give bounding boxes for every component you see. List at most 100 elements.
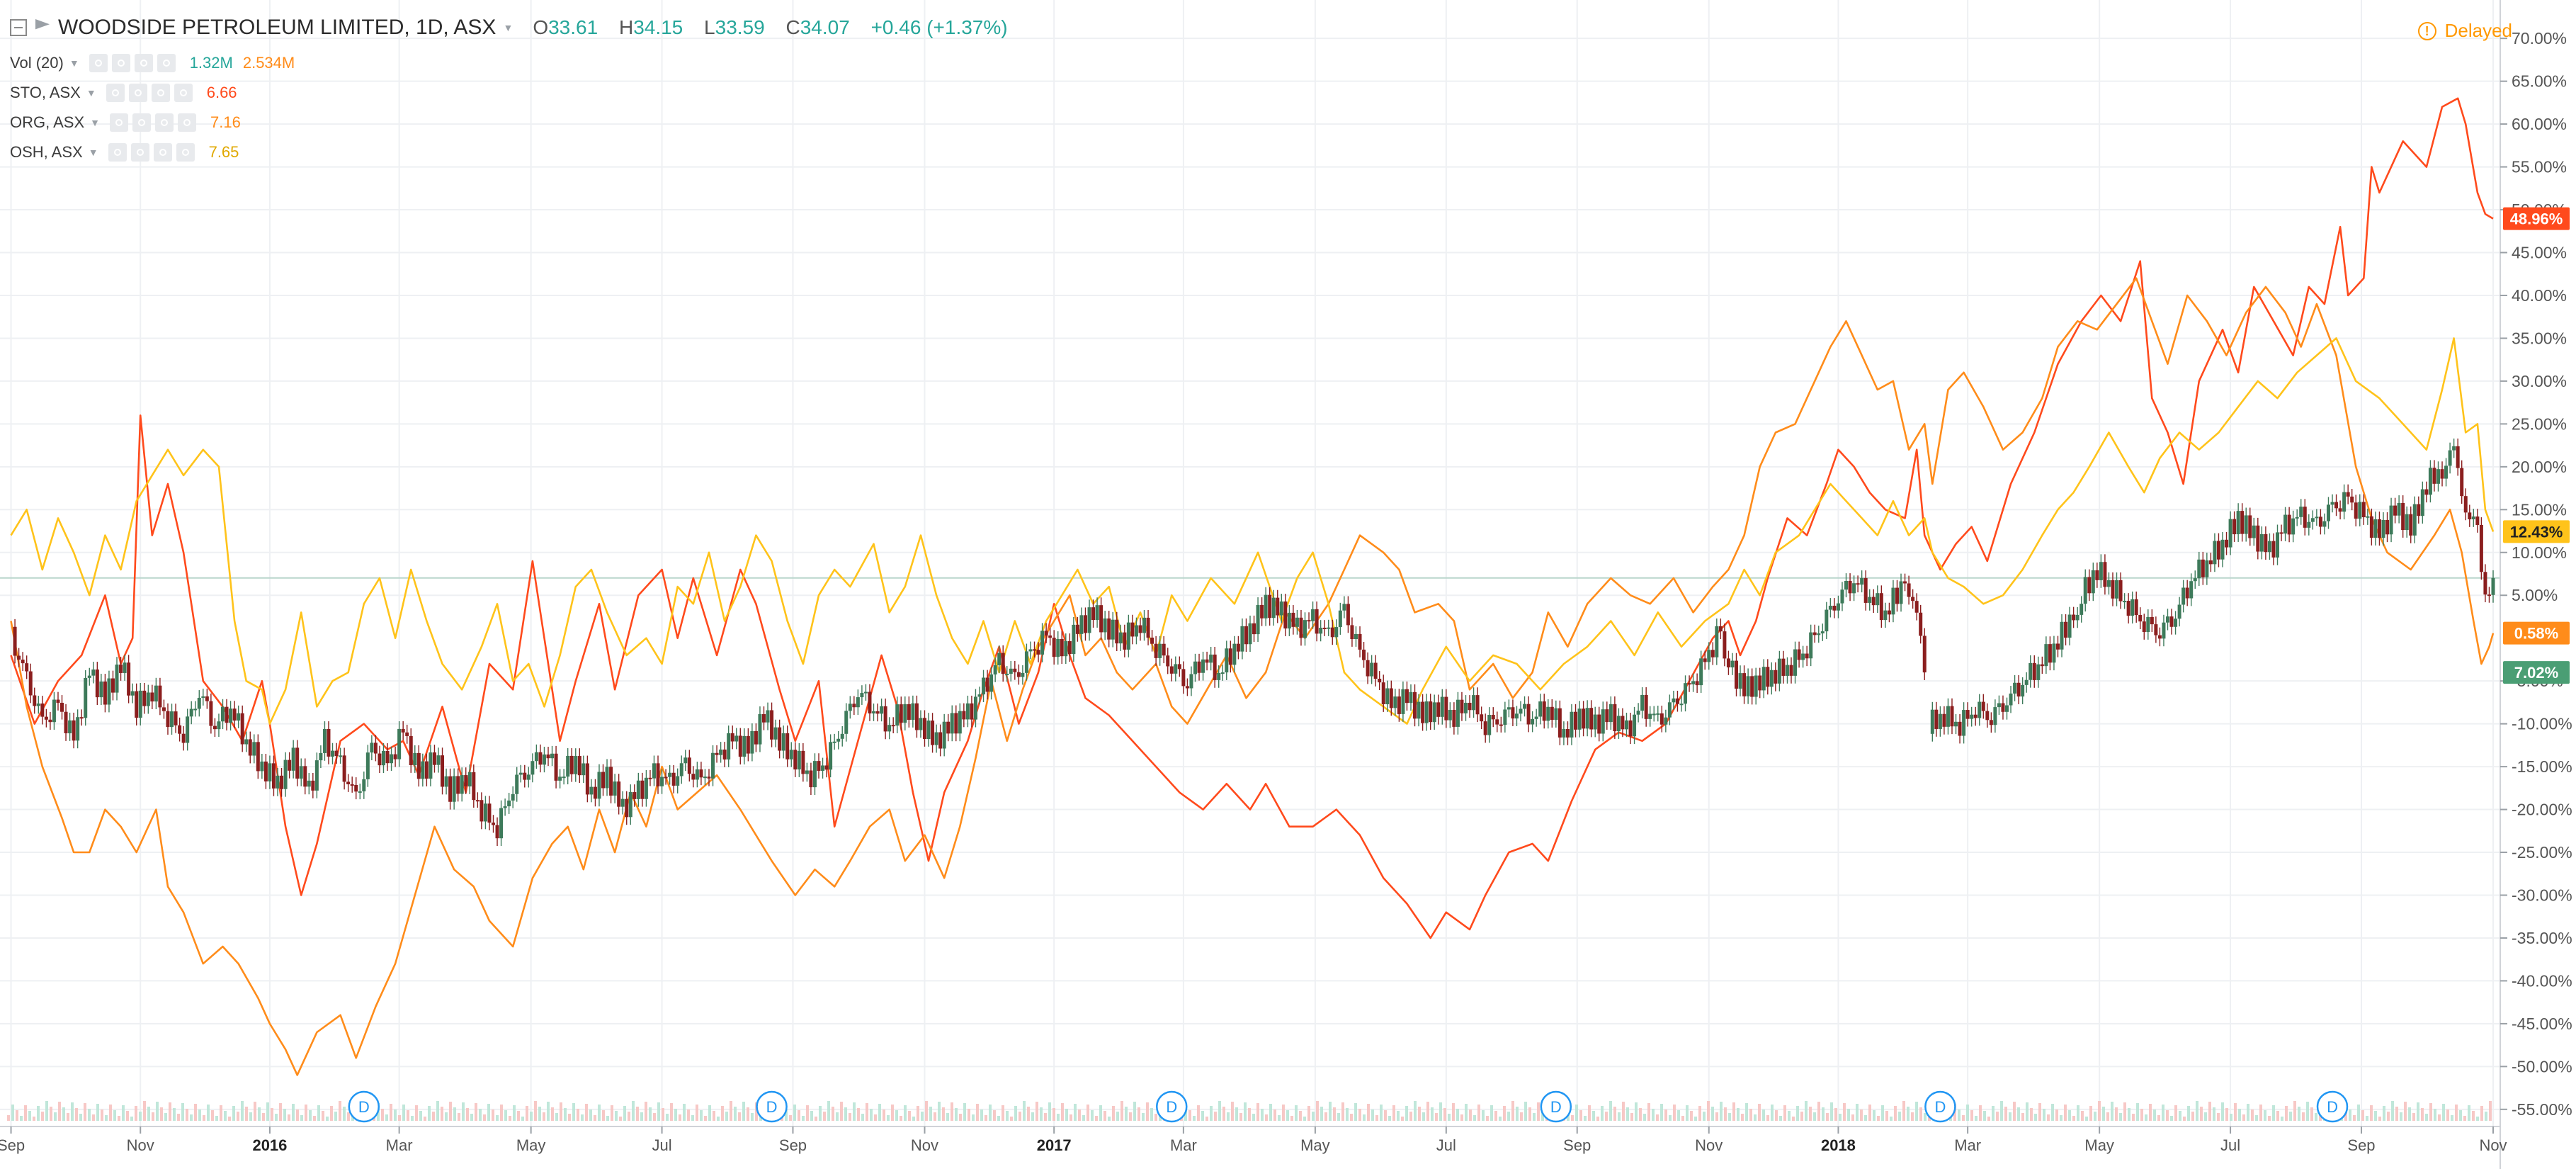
more-icon[interactable] — [134, 54, 153, 72]
candle-body — [989, 674, 994, 692]
candle-body — [880, 706, 884, 714]
remove-icon[interactable] — [174, 84, 193, 102]
compare-name[interactable]: OSH, ASX — [10, 143, 83, 161]
volume-bar — [2306, 1102, 2309, 1121]
x-tick-label: Nov — [2479, 1136, 2507, 1154]
volume-bar — [1222, 1107, 1225, 1121]
settings-icon[interactable] — [132, 113, 152, 132]
candle-body — [1413, 691, 1417, 719]
flag-icon[interactable] — [35, 19, 50, 30]
volume-bar — [938, 1102, 941, 1121]
visibility-icon[interactable] — [110, 113, 129, 132]
volume-bar — [1711, 1107, 1714, 1121]
volume-bar — [819, 1106, 822, 1121]
volume-bar — [2187, 1106, 2190, 1121]
volume-bar — [798, 1110, 800, 1121]
volume-name[interactable]: Vol (20) — [10, 54, 64, 72]
volume-bar — [1809, 1107, 1812, 1121]
visibility-icon[interactable] — [106, 84, 125, 102]
x-tick-label: 2016 — [252, 1136, 287, 1154]
y-tick-label: 10.00% — [2512, 543, 2567, 562]
remove-icon[interactable] — [157, 54, 176, 72]
volume-bar — [1592, 1111, 1595, 1121]
volume-bar — [2081, 1111, 2084, 1121]
volume-bar — [407, 1110, 409, 1121]
volume-bar — [2102, 1107, 2105, 1121]
volume-bar — [432, 1112, 435, 1121]
more-icon[interactable] — [155, 113, 174, 132]
symbol-title[interactable]: WOODSIDE PETROLEUM LIMITED, 1D, ASX — [58, 16, 497, 39]
candle-body — [2150, 616, 2154, 625]
chevron-down-icon[interactable]: ▼ — [90, 117, 101, 128]
volume-bar — [475, 1103, 477, 1121]
candle-body — [87, 675, 91, 678]
candle-body — [1597, 714, 1601, 734]
candle-body — [738, 735, 742, 757]
candle-body — [2259, 533, 2264, 552]
candle-body — [2216, 541, 2220, 560]
candle-body — [1562, 729, 1566, 738]
y-tick-label: -50.00% — [2512, 1057, 2572, 1075]
volume-bar — [1057, 1114, 1060, 1121]
volume-bar — [398, 1115, 401, 1121]
candle-body — [441, 755, 445, 787]
delayed-badge[interactable]: ! Delayed — [2417, 20, 2512, 42]
candle-body — [703, 776, 707, 779]
candle-body — [2174, 619, 2178, 627]
volume-bar — [2174, 1105, 2177, 1121]
settings-icon[interactable] — [111, 54, 130, 72]
price-scale[interactable]: 70.00%65.00%60.00%55.00%50.00%45.00%40.0… — [2500, 0, 2572, 1169]
volume-bar — [1129, 1112, 1132, 1121]
more-icon[interactable] — [153, 143, 172, 162]
chevron-down-icon[interactable]: ▼ — [503, 22, 514, 33]
candle-body — [385, 750, 390, 764]
settings-icon[interactable] — [130, 143, 149, 162]
volume-bar — [1877, 1116, 1880, 1121]
candle-body — [2193, 578, 2197, 582]
volume-bar — [1813, 1112, 1816, 1121]
volume-bar — [492, 1109, 494, 1121]
collapse-icon[interactable] — [10, 19, 27, 36]
volume-bar — [462, 1102, 465, 1121]
volume-bar — [874, 1114, 877, 1121]
last-value-badge — [2503, 520, 2570, 543]
volume-histogram — [7, 1101, 2492, 1121]
chevron-down-icon[interactable]: ▼ — [69, 57, 79, 69]
volume-bar — [1482, 1110, 1485, 1121]
volume-bar — [2038, 1103, 2041, 1121]
chevron-down-icon[interactable]: ▼ — [86, 87, 96, 98]
more-icon[interactable] — [151, 84, 170, 102]
candle-body — [1769, 670, 1774, 687]
x-tick-label: Jul — [2220, 1136, 2240, 1154]
volume-bar — [1779, 1116, 1782, 1121]
compare-name[interactable]: ORG, ASX — [10, 113, 85, 131]
volume-bar — [1677, 1110, 1680, 1121]
candle-body — [452, 776, 456, 802]
visibility-icon[interactable] — [108, 143, 127, 162]
candle-body — [1914, 601, 1919, 613]
candle-body — [2040, 664, 2044, 667]
time-scale[interactable]: Sep Nov 2016 Mar May Jul Sep Nov 2017 Mar May Jul Se… — [0, 1126, 2507, 1154]
visibility-icon[interactable] — [89, 54, 108, 72]
candle-body — [742, 735, 747, 757]
compare-name[interactable]: STO, ASX — [10, 84, 81, 101]
remove-icon[interactable] — [178, 113, 197, 132]
candle-body — [1060, 638, 1064, 657]
volume-bar — [853, 1102, 856, 1121]
volume-bar — [1962, 1115, 1965, 1121]
candle-body — [424, 761, 429, 779]
volume-bar — [602, 1110, 605, 1121]
chevron-down-icon[interactable]: ▼ — [88, 147, 98, 158]
volume-bar — [623, 1106, 626, 1121]
candle-body — [1432, 702, 1436, 723]
candle-body — [1710, 650, 1715, 657]
candle-body — [2111, 580, 2115, 599]
volume-bar — [1843, 1103, 1846, 1121]
candle-body — [1158, 643, 1162, 658]
settings-icon[interactable] — [128, 84, 147, 102]
candle-body — [1166, 655, 1170, 667]
volume-bar — [1494, 1111, 1497, 1121]
candle-body — [346, 781, 351, 784]
remove-icon[interactable] — [176, 143, 195, 162]
